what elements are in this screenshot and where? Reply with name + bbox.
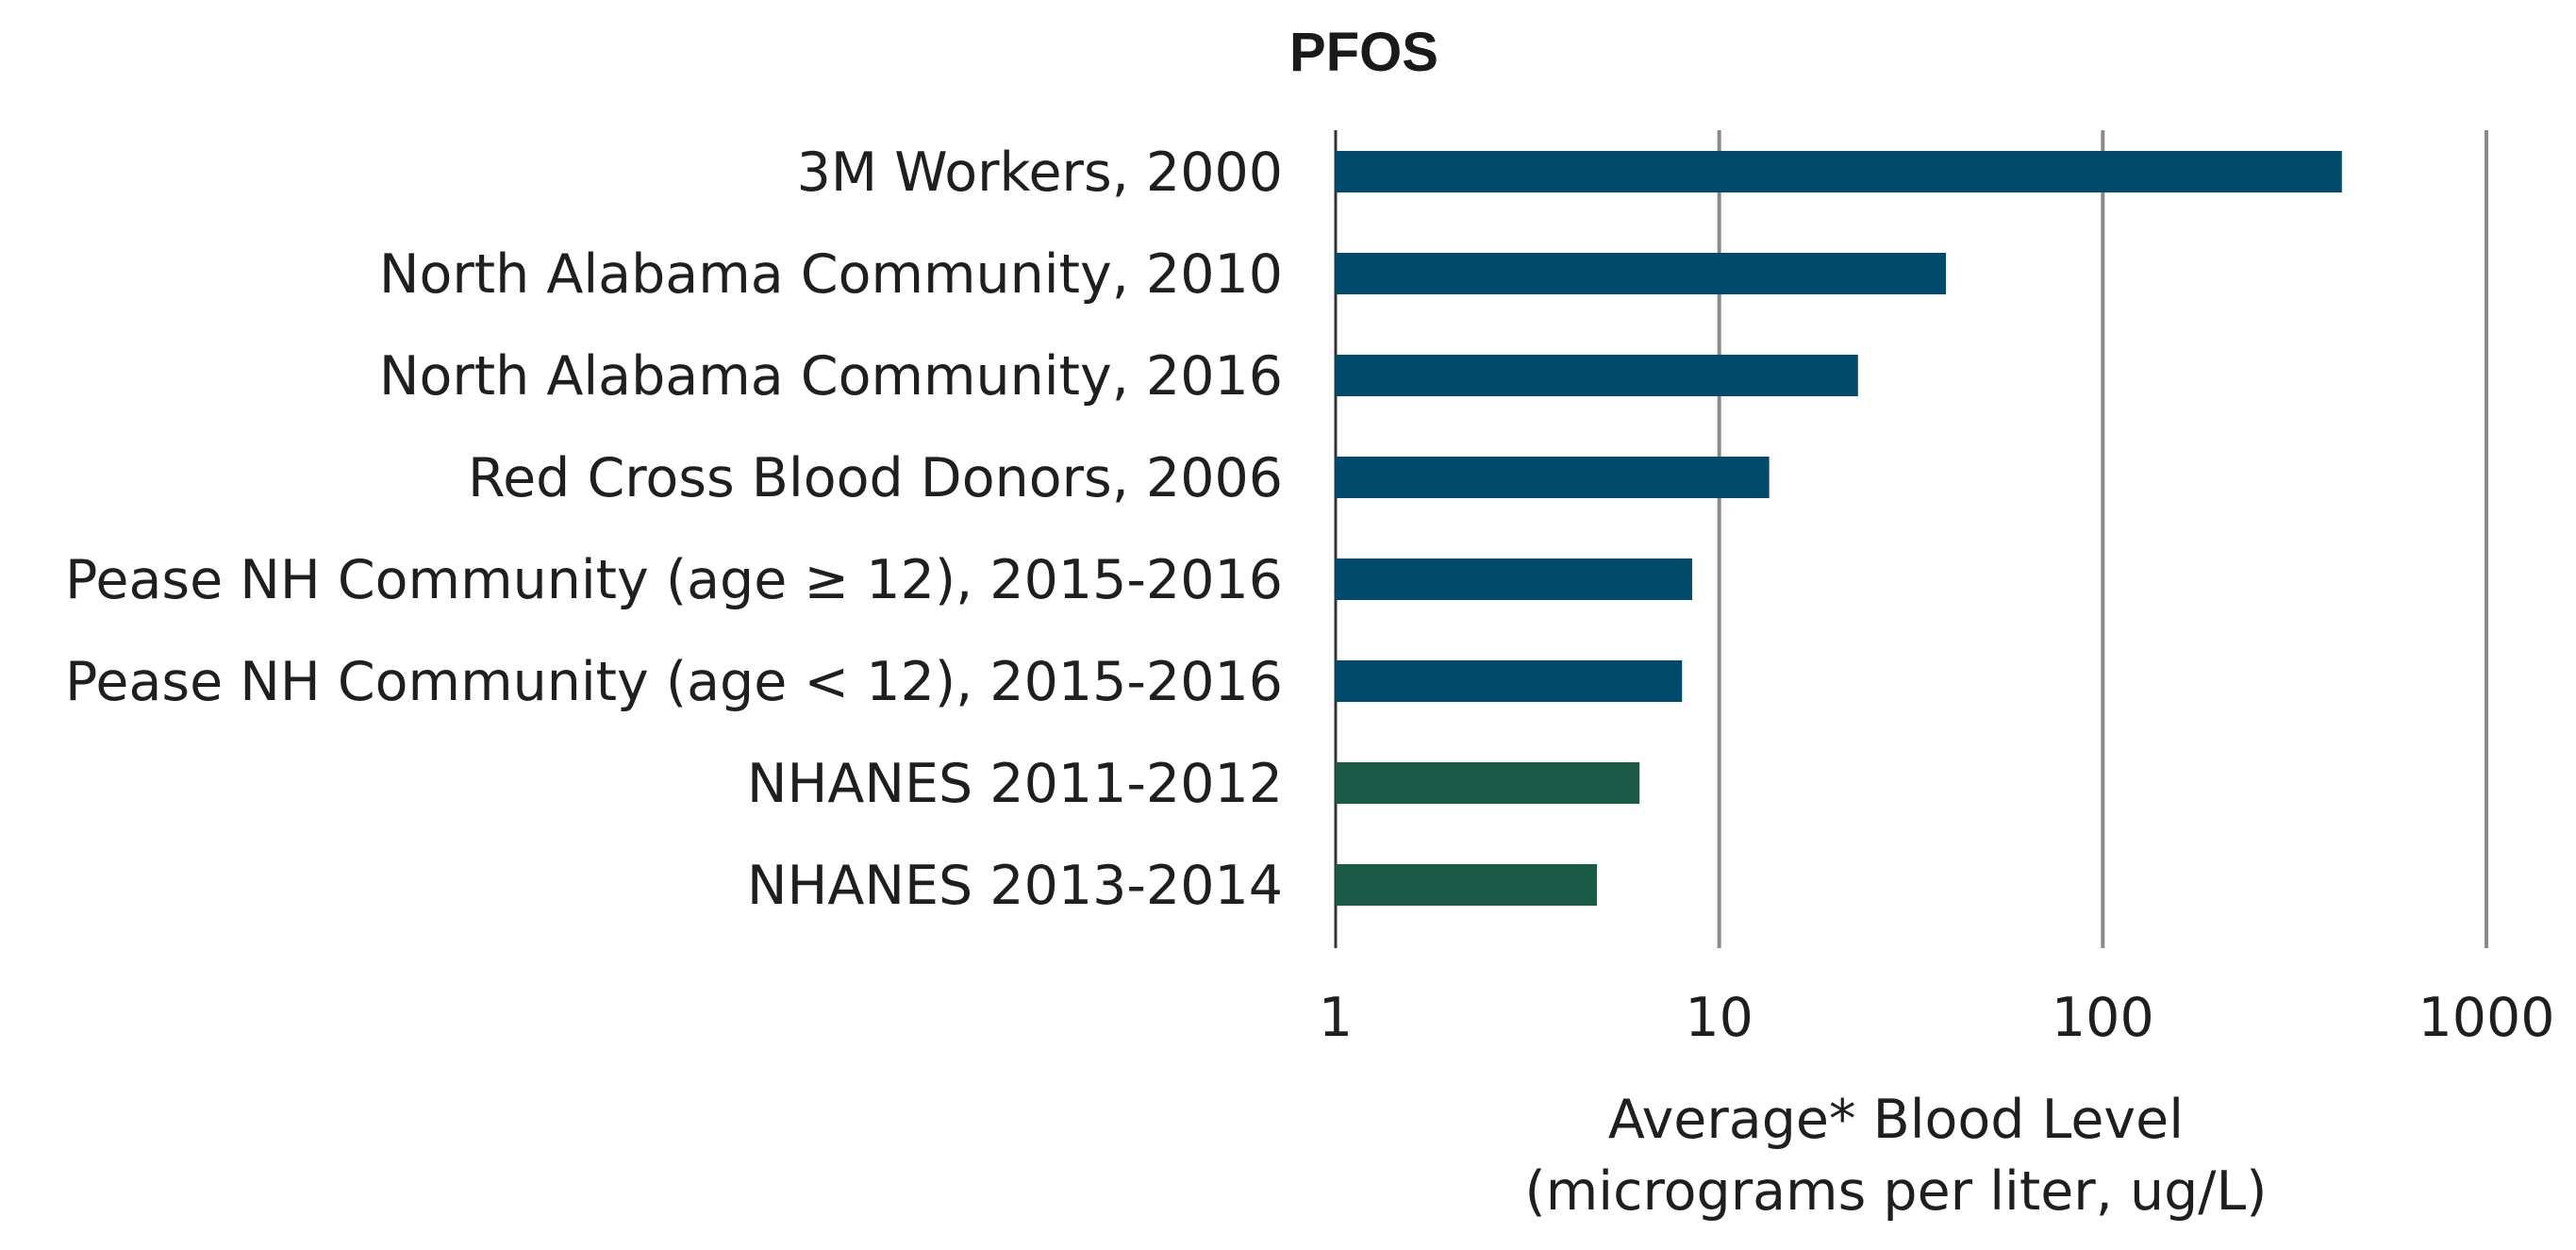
x-tick-label: 100 — [2052, 987, 2154, 1049]
bar — [1336, 558, 1692, 600]
x-axis-title-line1: Average* Blood Level — [1608, 1089, 2184, 1151]
x-tick-labels: 1 10 100 1000 — [1319, 987, 2555, 1049]
bar — [1336, 355, 1858, 396]
category-label: North Alabama Community, 2010 — [379, 243, 1283, 306]
bar — [1336, 864, 1598, 906]
category-label: NHANES 2013-2014 — [747, 855, 1283, 917]
bar — [1336, 660, 1683, 702]
category-label: Red Cross Blood Donors, 2006 — [468, 447, 1283, 509]
bar — [1336, 253, 1947, 294]
x-tick-label: 1000 — [2418, 987, 2554, 1049]
bar — [1336, 762, 1640, 804]
category-label: 3M Workers, 2000 — [797, 142, 1283, 204]
category-labels: 3M Workers, 2000 North Alabama Community,… — [65, 142, 1283, 917]
bar — [1336, 457, 1770, 498]
bars — [1336, 151, 2342, 906]
category-label: North Alabama Community, 2016 — [379, 345, 1283, 408]
category-label: Pease NH Community (age ≥ 12), 2015-2016 — [65, 549, 1283, 611]
bar — [1336, 151, 2342, 192]
x-axis-title-line2: (micrograms per liter, ug/L) — [1525, 1160, 2268, 1223]
chart-title: PFOS — [1289, 22, 1438, 83]
x-tick-label: 1 — [1319, 987, 1353, 1049]
category-label: Pease NH Community (age < 12), 2015-2016 — [65, 651, 1283, 713]
x-tick-label: 10 — [1685, 987, 1753, 1049]
category-label: NHANES 2011-2012 — [747, 753, 1283, 815]
